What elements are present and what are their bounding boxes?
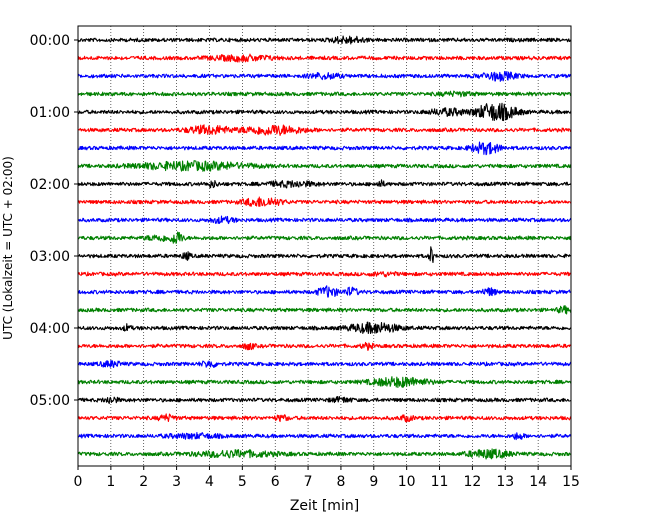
trace-row (77, 359, 572, 369)
trace-group (77, 35, 572, 460)
x-tick-label: 12 (463, 474, 481, 490)
trace-row (77, 246, 572, 264)
y-tick-label: 03:00 (30, 249, 70, 265)
x-tick-label: 9 (369, 474, 378, 490)
plot-frame (77, 25, 572, 467)
x-axis-label: Zeit [min] (290, 498, 359, 514)
x-tick-label: 6 (271, 474, 280, 490)
trace-row (77, 70, 572, 82)
trace-row (77, 35, 572, 45)
trace-row (77, 141, 572, 156)
x-tick-label: 15 (562, 474, 580, 490)
trace-row (77, 321, 572, 335)
x-tick-label: 7 (304, 474, 313, 490)
y-axis: 00:00 01:00 02:00 03:00 04:00 05:00 (30, 33, 78, 409)
x-tick-label: 2 (139, 474, 148, 490)
x-tick-label: 3 (172, 474, 181, 490)
trace-row (77, 102, 572, 122)
x-tick-label: 8 (336, 474, 345, 490)
trace-row (77, 431, 572, 441)
y-tick-label: 01:00 (30, 105, 70, 121)
y-tick-label: 00:00 (30, 33, 70, 49)
trace-row (77, 448, 572, 460)
x-tick-label: 5 (238, 474, 247, 490)
trace-row (77, 124, 572, 136)
x-tick-label: 10 (398, 474, 416, 490)
trace-row (77, 376, 572, 389)
trace-row (77, 271, 572, 278)
x-tick-label: 0 (74, 474, 83, 490)
x-grid (110, 26, 539, 466)
y-axis-label: UTC (Lokalzeit = UTC + 02:00) (1, 156, 15, 340)
y-tick-label: 04:00 (30, 321, 70, 337)
trace-row (77, 285, 572, 298)
trace-row (77, 53, 572, 63)
y-tick-label: 05:00 (30, 393, 70, 409)
trace-row (77, 90, 572, 98)
x-tick-label: 13 (496, 474, 514, 490)
x-tick-label: 4 (205, 474, 214, 490)
trace-row (77, 341, 572, 351)
trace-row (77, 160, 572, 172)
x-tick-label: 11 (431, 474, 449, 490)
trace-row (77, 196, 572, 207)
trace-row (77, 231, 572, 244)
x-tick-label: 1 (106, 474, 115, 490)
trace-row (77, 179, 572, 189)
trace-row (77, 305, 572, 315)
trace-row (77, 215, 572, 225)
y-tick-label: 02:00 (30, 177, 70, 193)
x-tick-label: 14 (529, 474, 547, 490)
trace-row (77, 413, 572, 423)
x-axis: 0 1 2 3 4 5 6 7 8 9 10 11 12 13 14 15 (74, 466, 580, 490)
trace-row (77, 395, 572, 405)
